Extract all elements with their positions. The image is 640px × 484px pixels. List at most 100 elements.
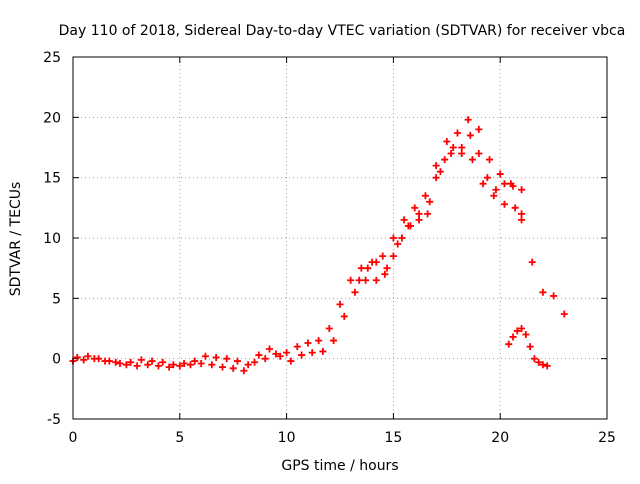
data-point — [80, 356, 88, 364]
data-point — [436, 168, 444, 176]
x-tick-label: 15 — [384, 430, 402, 446]
data-point — [340, 312, 348, 320]
data-point — [357, 264, 365, 272]
data-point — [509, 182, 517, 190]
data-point — [154, 362, 162, 370]
data-point — [298, 351, 306, 359]
data-point — [560, 310, 568, 318]
data-point — [483, 174, 491, 182]
data-point — [518, 186, 526, 194]
data-point — [325, 325, 333, 332]
data-point — [496, 170, 504, 178]
data-point — [550, 292, 558, 300]
data-point — [255, 351, 263, 359]
data-series-track-c — [355, 131, 526, 284]
data-point — [490, 192, 498, 200]
tick-labels: 0 5 10 15 20 25 -5 0 5 10 15 20 25 — [43, 50, 616, 446]
data-point — [372, 276, 380, 284]
data-point — [137, 356, 145, 364]
data-point — [518, 210, 526, 218]
y-axis-label: SDTVAR / TECUs — [8, 182, 24, 297]
data-series-track-d — [505, 325, 551, 370]
data-point — [319, 347, 327, 355]
data-point — [261, 355, 269, 363]
data-point — [233, 357, 241, 365]
data-point — [372, 258, 380, 266]
y-tick-label: 25 — [43, 50, 61, 66]
grid-lines — [73, 57, 607, 419]
data-point — [133, 362, 141, 370]
data-point — [379, 252, 387, 260]
data-point — [148, 357, 156, 365]
data-point — [415, 216, 423, 224]
data-point — [122, 361, 130, 369]
data-point — [394, 240, 402, 248]
x-axis-label: GPS time / hours — [281, 458, 398, 474]
data-point — [240, 367, 248, 375]
data-point — [389, 252, 397, 260]
x-tick-label: 5 — [175, 430, 184, 446]
data-point — [127, 358, 135, 366]
data-point — [186, 361, 194, 369]
data-point — [518, 325, 526, 332]
data-point — [509, 333, 517, 341]
data-point — [543, 362, 551, 370]
data-point — [176, 362, 184, 370]
data-point — [421, 192, 429, 200]
data-point — [426, 198, 434, 206]
data-point — [415, 210, 423, 218]
y-tick-label: 0 — [52, 352, 61, 368]
y-tick-label: 20 — [43, 110, 61, 126]
data-point — [191, 357, 199, 365]
data-point — [411, 204, 419, 212]
data-point — [73, 353, 81, 361]
data-point — [389, 234, 397, 242]
data-point — [458, 150, 466, 158]
data-point — [443, 137, 451, 145]
data-point — [266, 345, 274, 353]
data-point — [500, 180, 508, 188]
y-tick-label: 5 — [52, 291, 61, 307]
data-point — [169, 361, 177, 369]
data-point — [526, 343, 534, 351]
data-point — [105, 357, 113, 365]
data-point — [492, 186, 500, 194]
x-tick-label: 25 — [598, 430, 616, 446]
x-tick-label: 20 — [491, 430, 509, 446]
data-series-track-a — [69, 116, 568, 375]
data-point — [272, 350, 280, 358]
data-point — [381, 270, 389, 278]
data-point — [522, 331, 530, 339]
data-point — [464, 116, 472, 124]
data-point — [528, 258, 536, 266]
data-point — [287, 357, 295, 365]
data-point — [468, 156, 476, 164]
data-point — [475, 150, 483, 158]
y-tick-label: 15 — [43, 171, 61, 187]
data-point — [95, 355, 103, 363]
data-point — [304, 339, 312, 347]
data-point — [355, 276, 363, 284]
data-point — [539, 288, 547, 296]
data-point — [362, 276, 370, 284]
plot-frame — [72, 56, 608, 420]
data-point — [219, 363, 227, 371]
data-point — [500, 200, 508, 208]
data-point — [530, 355, 538, 363]
data-point — [511, 204, 519, 212]
data-point — [398, 234, 406, 242]
data-point — [283, 349, 291, 357]
data-point — [276, 352, 284, 360]
data-point — [406, 222, 414, 230]
data-point — [535, 358, 543, 366]
chart-title: Day 110 of 2018, Sidereal Day-to-day VTE… — [59, 23, 626, 39]
data-point — [84, 352, 92, 360]
data-point — [513, 327, 521, 335]
data-point — [432, 174, 440, 182]
data-point — [144, 361, 152, 369]
data-point — [315, 337, 323, 345]
x-tick-label: 0 — [69, 430, 78, 446]
data-point — [479, 180, 487, 188]
data-point — [447, 150, 455, 158]
